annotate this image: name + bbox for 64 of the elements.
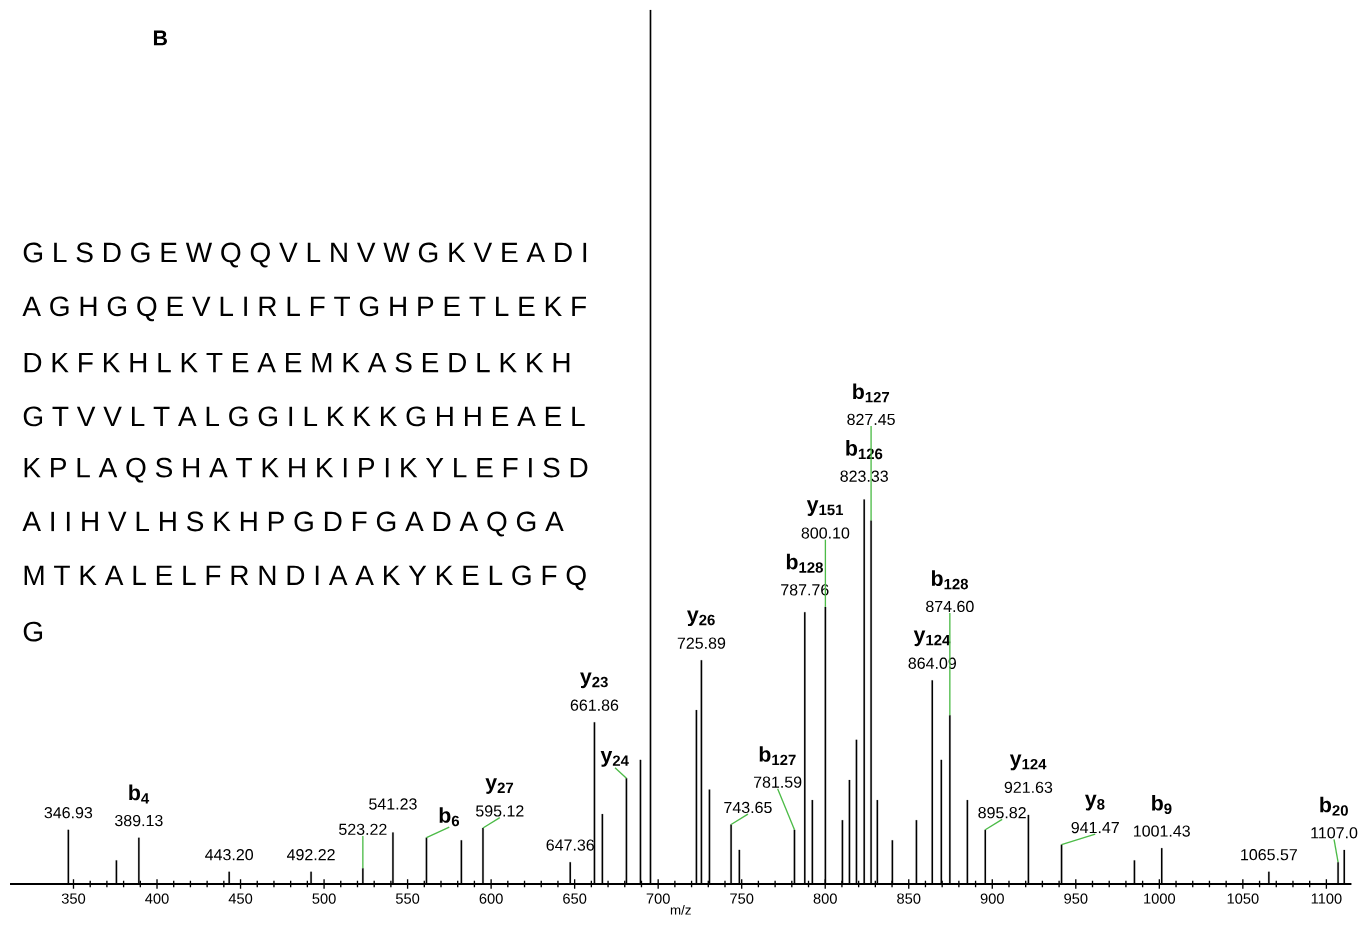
annotation: G	[23, 621, 43, 642]
annotation: y$_{23}$	[580, 672, 608, 689]
annotation: 523.22	[339, 823, 387, 835]
annotation: y$_{8}$	[1084, 794, 1105, 811]
annotation: b$_{127}$	[759, 746, 796, 766]
annotation: 823.33	[840, 470, 888, 482]
annotation: y$_{27}$	[485, 778, 514, 794]
x-axis-title: m/z	[670, 904, 691, 915]
annotation: b$_{9}$	[1152, 794, 1172, 815]
annotation: 921.63	[1004, 781, 1053, 794]
annotation: b$_{128}$	[931, 570, 969, 590]
annotation: G L S D G E W Q Q V L N V W G K V E A D I	[23, 242, 587, 268]
annotation: A G H G Q E V L I R L F T G H P E T L E K F	[22, 296, 586, 322]
x-tick-label: 750	[730, 893, 754, 904]
x-tick-label: 650	[563, 893, 587, 904]
annotation: b$_{128}$	[786, 553, 823, 573]
annotation: 389.13	[115, 814, 163, 827]
x-tick-label: 600	[479, 893, 503, 904]
x-tick-label: 1050	[1227, 893, 1259, 904]
annotation: 1001.43	[1134, 825, 1190, 837]
annotation: 941.47	[1071, 821, 1119, 834]
annotation: 443.20	[205, 849, 254, 861]
annotation: D K F K H L K T E A E M K A S E D L K K H	[24, 352, 570, 373]
annotation: 781.59	[753, 776, 802, 788]
annotation: y$_{124}$	[1009, 754, 1047, 771]
annotation: 492.22	[286, 849, 335, 861]
annotation: 1107.0	[1311, 827, 1358, 839]
annotation: y$_{26}$	[687, 610, 715, 627]
annotation: 661.86	[570, 699, 619, 711]
annotation: 743.65	[724, 801, 772, 814]
x-tick-label: 900	[980, 893, 1004, 904]
annotation: 895.82	[978, 807, 1026, 819]
annotation: b$_{20}$	[1320, 796, 1348, 816]
x-tick-label: 1100	[1311, 893, 1342, 904]
annotation: b$_{6}$	[439, 807, 460, 827]
annotation: 346.93	[44, 807, 93, 819]
annotation: y$_{151}$	[806, 500, 844, 516]
annotation: y$_{24}$	[600, 751, 629, 767]
x-tick-label: 700	[646, 893, 670, 904]
annotation: 541.23	[369, 798, 417, 810]
annotation: A I I H V L H S K H P G D F G A D A Q G A	[22, 511, 564, 537]
x-tick-label: 350	[61, 893, 86, 904]
x-tick-label: 400	[145, 893, 169, 904]
annotation: G T V V L T A L G G I L K K K G H H E A E L	[23, 406, 585, 427]
annotation: 647.36	[546, 839, 594, 851]
annotation: 827.45	[847, 413, 895, 426]
x-tick-label: 550	[395, 893, 420, 904]
annotation: 1065.57	[1241, 849, 1297, 861]
annotation: 725.89	[677, 637, 726, 649]
x-tick-label: 800	[813, 893, 837, 904]
annotation: b$_{127}$	[853, 383, 890, 403]
annotation: b$_{4}$	[129, 784, 150, 804]
annotation: M T K A L E L F R N D I A A K Y K E L G F Q	[24, 565, 586, 591]
x-tick-label: 500	[312, 893, 336, 904]
x-tick-label: 950	[1064, 893, 1088, 904]
x-tick-label: 450	[228, 893, 253, 904]
x-tick-label: 1000	[1144, 893, 1176, 904]
annotation: 595.12	[475, 805, 524, 817]
annotation: B	[153, 30, 167, 46]
x-tick-label: 850	[897, 893, 921, 904]
annotation: 800.10	[801, 527, 850, 539]
annotation: b$_{126}$	[846, 440, 883, 460]
annotation: 874.60	[926, 600, 974, 613]
annotation: K P L A Q S H A T K H K I P I K Y L E F I S D	[24, 457, 588, 483]
